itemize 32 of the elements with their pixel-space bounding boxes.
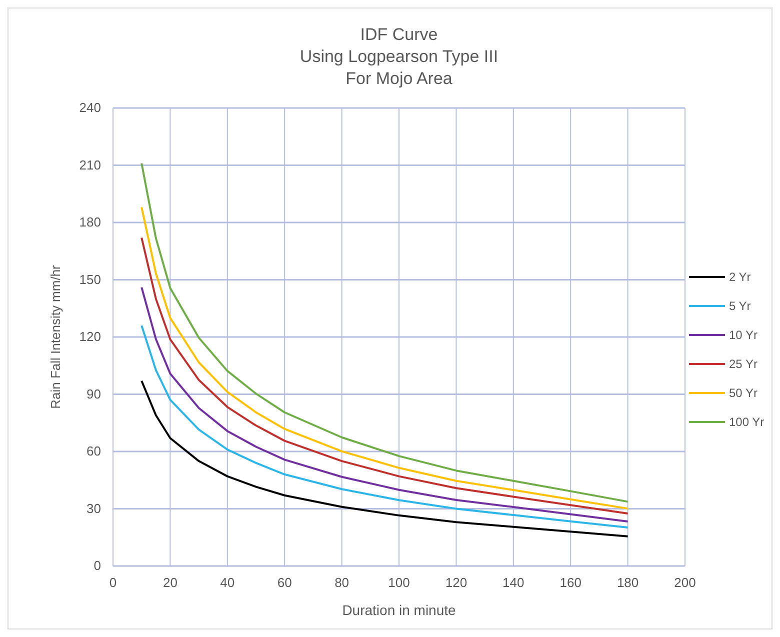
y-tick-label: 30 [86,500,101,516]
legend-label: 2 Yr [729,270,751,284]
y-tick-label: 240 [79,100,101,116]
chart-title: IDF Curve Using Logpearson Type III For Mojo Area [300,25,498,88]
x-tick-label: 40 [220,575,235,590]
line-series [140,324,629,528]
legend-label: 25 Yr [729,357,758,372]
x-tick-label: 100 [388,575,410,590]
y-axis-title: Rain Fall Intensity mm/hr [48,264,63,409]
line-series [140,380,629,538]
x-tick-label: 140 [502,575,524,590]
y-tick-label: 90 [86,386,101,402]
y-tick-label: 180 [79,214,101,230]
legend-label: 100 Yr [729,415,764,430]
x-tick-label: 120 [445,575,468,590]
x-tick-label: 160 [560,575,582,590]
legend-label: 50 Yr [729,386,758,400]
x-tick-label: 20 [162,575,178,590]
y-tick-label: 150 [79,272,101,287]
y-tick-label: 60 [86,444,101,459]
legend-label: 10 Yr [729,328,758,342]
x-tick-label: 0 [109,575,117,590]
x-tick-label: 180 [616,575,639,590]
y-tick-label: 0 [94,558,101,574]
y-tick-label: 120 [79,329,101,344]
line-series [140,286,629,523]
legend-label: 5 Yr [729,299,751,314]
x-tick-label: 200 [674,575,696,590]
x-axis-title: Duration in minute [342,602,456,618]
x-tick-label: 80 [334,575,350,590]
x-tick-label: 60 [277,575,292,590]
y-tick-label: 210 [79,157,101,172]
